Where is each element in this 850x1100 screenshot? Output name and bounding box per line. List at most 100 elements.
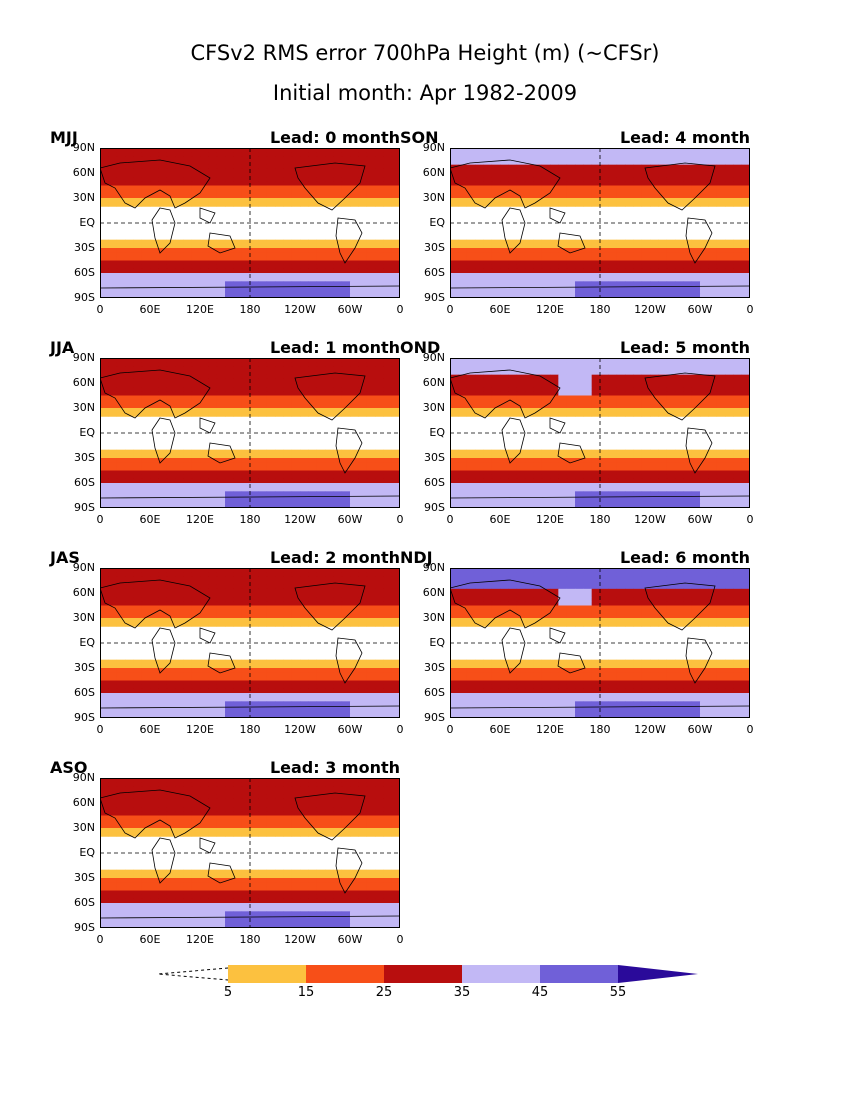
colorbar-segment bbox=[306, 965, 384, 983]
map-panel-jja: JJA Lead: 1 month 90N 60N 30N EQ 30S 60S 90S 0 60E… bbox=[50, 338, 410, 538]
lon-tick-label: 60E bbox=[139, 513, 161, 526]
lat-tick-label: 60S bbox=[424, 686, 445, 699]
lat-tick-label: 30N bbox=[72, 191, 95, 204]
colorbar-level-label: 35 bbox=[453, 985, 471, 1000]
lon-tick-label: 120W bbox=[284, 513, 316, 526]
lat-tick-label: 60S bbox=[424, 476, 445, 489]
lat-tick-label: 30S bbox=[424, 451, 445, 464]
lon-tick-label: 60W bbox=[687, 303, 713, 316]
map-panel-mjj: MJJ Lead: 0 month 90N 60N 30N EQ 30S 60S 90S 0 60E… bbox=[50, 128, 410, 328]
lon-tick-label: 0 bbox=[446, 303, 454, 316]
lon-tick-label: 180 bbox=[239, 303, 261, 316]
lat-tick-label: EQ bbox=[429, 216, 445, 229]
rms-error-map bbox=[100, 148, 400, 298]
lat-tick-label: 90S bbox=[74, 501, 95, 514]
panel-season-label: NDJ bbox=[400, 548, 433, 567]
lat-tick-label: EQ bbox=[429, 426, 445, 439]
panel-season-label: SON bbox=[400, 128, 439, 147]
lon-tick-label: 180 bbox=[589, 303, 611, 316]
lon-tick-label: 120W bbox=[284, 933, 316, 946]
panel-lead-label: Lead: 5 month bbox=[619, 338, 750, 357]
lon-tick-label: 60E bbox=[139, 933, 161, 946]
rms-error-map bbox=[450, 358, 750, 508]
lon-tick-label: 60E bbox=[139, 723, 161, 736]
lon-tick-label: 0 bbox=[746, 723, 754, 736]
lat-tick-label: EQ bbox=[79, 636, 95, 649]
map-panel-ond: OND Lead: 5 month 90N 60N 30N EQ 30S 60S 90S 0 60E… bbox=[400, 338, 760, 538]
lon-tick-label: 60W bbox=[337, 513, 363, 526]
panel-lead-label: Lead: 3 month bbox=[269, 758, 400, 777]
map-panel-aso: ASO Lead: 3 month 90N 60N 30N EQ 30S 60S 90S 0 60E… bbox=[50, 758, 410, 958]
lat-tick-label: EQ bbox=[79, 426, 95, 439]
lat-tick-label: 60N bbox=[72, 586, 95, 599]
colorbar-segment bbox=[462, 965, 540, 983]
lon-tick-label: 60W bbox=[687, 513, 713, 526]
lon-tick-label: 120E bbox=[536, 723, 564, 736]
lat-tick-label: 90N bbox=[72, 561, 95, 574]
lon-tick-label: 0 bbox=[396, 933, 404, 946]
lat-tick-label: 60N bbox=[72, 376, 95, 389]
lat-tick-label: 90S bbox=[74, 291, 95, 304]
lon-tick-label: 180 bbox=[589, 513, 611, 526]
colorbar-level-label: 45 bbox=[531, 985, 549, 1000]
lat-tick-label: 30S bbox=[74, 451, 95, 464]
lon-tick-label: 60E bbox=[489, 513, 511, 526]
lat-tick-label: 60N bbox=[422, 376, 445, 389]
lon-tick-label: 120W bbox=[634, 303, 666, 316]
lon-tick-label: 0 bbox=[746, 303, 754, 316]
lon-tick-label: 60W bbox=[687, 723, 713, 736]
lon-tick-label: 120W bbox=[634, 513, 666, 526]
lat-tick-label: EQ bbox=[79, 846, 95, 859]
panel-lead-label: Lead: 2 month bbox=[269, 548, 400, 567]
lat-tick-label: 90S bbox=[74, 711, 95, 724]
lon-tick-label: 0 bbox=[396, 513, 404, 526]
lat-tick-label: 60S bbox=[74, 266, 95, 279]
colorbar-level-label: 25 bbox=[375, 985, 393, 1000]
lat-tick-label: 90N bbox=[422, 351, 445, 364]
map-panel-ndj: NDJ Lead: 6 month 90N 60N 30N EQ 30S 60S 90S 0 60E… bbox=[400, 548, 760, 748]
lat-tick-label: 60N bbox=[72, 796, 95, 809]
lon-tick-label: 60W bbox=[337, 303, 363, 316]
colorbar-segment bbox=[384, 965, 462, 983]
map-panel-jas: JAS Lead: 2 month 90N 60N 30N EQ 30S 60S 90S 0 60E… bbox=[50, 548, 410, 748]
lat-tick-label: 90N bbox=[422, 561, 445, 574]
lon-tick-label: 0 bbox=[96, 513, 104, 526]
lon-tick-label: 0 bbox=[446, 723, 454, 736]
panel-lead-label: Lead: 1 month bbox=[269, 338, 400, 357]
lon-tick-label: 60E bbox=[489, 303, 511, 316]
lat-tick-label: 90N bbox=[72, 141, 95, 154]
rms-error-map bbox=[100, 568, 400, 718]
lon-tick-label: 180 bbox=[589, 723, 611, 736]
colorbar-level-label: 55 bbox=[609, 985, 627, 1000]
lat-tick-label: 60N bbox=[422, 586, 445, 599]
rms-error-map bbox=[100, 778, 400, 928]
lon-tick-label: 120W bbox=[284, 303, 316, 316]
panel-season-label: JJA bbox=[50, 338, 75, 357]
colorbar-level-label: 15 bbox=[297, 985, 315, 1000]
rms-error-map bbox=[450, 148, 750, 298]
lat-tick-label: 30S bbox=[74, 241, 95, 254]
lon-tick-label: 120E bbox=[536, 513, 564, 526]
panel-lead-label: Lead: 6 month bbox=[619, 548, 750, 567]
lat-tick-label: 90N bbox=[72, 351, 95, 364]
lon-tick-label: 0 bbox=[96, 723, 104, 736]
lon-tick-label: 0 bbox=[96, 933, 104, 946]
lon-tick-label: 0 bbox=[396, 303, 404, 316]
lon-tick-label: 180 bbox=[239, 933, 261, 946]
figure-title: CFSv2 RMS error 700hPa Height (m) (~CFSr… bbox=[190, 41, 660, 65]
lon-tick-label: 60W bbox=[337, 723, 363, 736]
panel-lead-label: Lead: 4 month bbox=[619, 128, 750, 147]
lon-tick-label: 60W bbox=[337, 933, 363, 946]
lat-tick-label: 30N bbox=[422, 401, 445, 414]
lon-tick-label: 120E bbox=[186, 933, 214, 946]
map-panel-son: SON Lead: 4 month 90N 60N 30N EQ 30S 60S 90S 0 60E… bbox=[400, 128, 760, 328]
lon-tick-label: 0 bbox=[396, 723, 404, 736]
lon-tick-label: 0 bbox=[96, 303, 104, 316]
lat-tick-label: 30S bbox=[424, 661, 445, 674]
lon-tick-label: 120E bbox=[186, 303, 214, 316]
lat-tick-label: 30S bbox=[74, 871, 95, 884]
lat-tick-label: 90N bbox=[72, 771, 95, 784]
lat-tick-label: 90S bbox=[424, 291, 445, 304]
figure-subtitle: Initial month: Apr 1982-2009 bbox=[272, 81, 578, 105]
lat-tick-label: 30N bbox=[72, 611, 95, 624]
